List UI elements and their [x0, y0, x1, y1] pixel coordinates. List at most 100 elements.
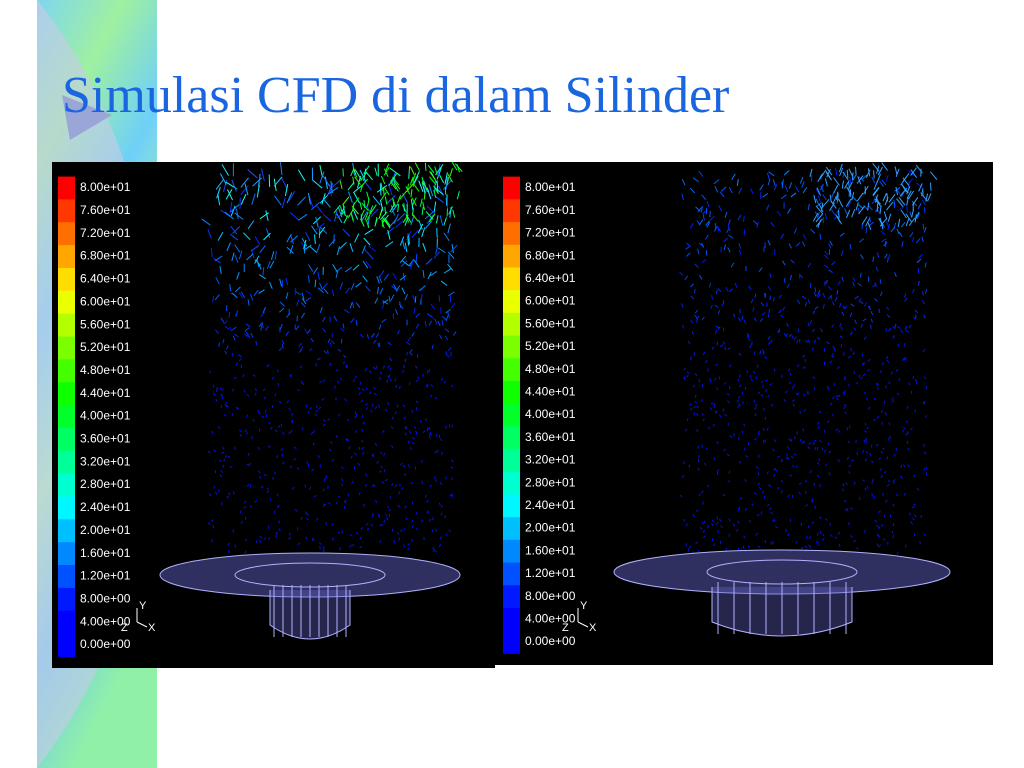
velocity-vector — [737, 508, 741, 512]
velocity-vector — [422, 430, 426, 434]
velocity-vector — [885, 499, 888, 503]
velocity-vector — [219, 173, 227, 185]
velocity-vector — [896, 392, 900, 396]
velocity-vector — [786, 446, 790, 450]
velocity-vector — [849, 535, 853, 538]
velocity-vector — [793, 336, 797, 341]
velocity-vector — [801, 181, 805, 188]
velocity-vector — [813, 339, 817, 344]
velocity-vector — [447, 312, 451, 318]
velocity-vector — [450, 244, 458, 253]
velocity-vector — [269, 281, 273, 289]
velocity-vector — [313, 494, 317, 498]
velocity-vector — [418, 285, 425, 292]
inlet-vector — [444, 186, 447, 195]
inlet-vector — [876, 173, 881, 183]
inlet-vector — [930, 182, 932, 191]
velocity-vector — [389, 218, 397, 228]
velocity-vector — [221, 388, 224, 392]
velocity-vector — [846, 427, 849, 431]
legend-swatch — [503, 312, 520, 337]
velocity-vector — [712, 423, 715, 427]
velocity-vector — [274, 393, 277, 397]
inlet-vector — [897, 218, 901, 228]
velocity-vector — [359, 169, 367, 182]
velocity-vector — [424, 220, 433, 229]
inlet-vector — [370, 204, 377, 213]
inlet-vector — [846, 186, 852, 196]
velocity-vector — [420, 519, 424, 523]
velocity-vector — [728, 234, 734, 239]
velocity-vector — [681, 193, 684, 201]
velocity-vector — [313, 429, 316, 434]
velocity-vector — [787, 494, 791, 498]
velocity-vector — [395, 220, 404, 229]
velocity-vector — [884, 253, 888, 259]
velocity-vector — [924, 288, 928, 294]
velocity-vector — [836, 366, 840, 370]
velocity-vector — [727, 400, 730, 404]
velocity-vector — [850, 331, 853, 336]
velocity-vector — [796, 364, 800, 368]
velocity-vector — [315, 216, 319, 228]
velocity-vector — [407, 337, 411, 342]
velocity-vector — [892, 325, 896, 330]
velocity-vector — [900, 221, 906, 228]
velocity-vector — [267, 445, 271, 448]
velocity-vector — [832, 345, 836, 350]
velocity-vector — [216, 386, 219, 390]
velocity-vector — [400, 260, 408, 267]
velocity-vector — [802, 234, 807, 240]
velocity-vector — [757, 545, 760, 549]
velocity-vector — [699, 526, 703, 530]
velocity-vector — [844, 411, 847, 415]
velocity-vector — [854, 295, 859, 300]
velocity-vector — [311, 225, 318, 235]
velocity-vector — [879, 180, 885, 188]
inlet-vector — [879, 205, 882, 214]
velocity-vector — [298, 349, 303, 353]
velocity-vector — [388, 509, 392, 512]
velocity-vector — [431, 517, 434, 521]
legend-label: 7.60e+01 — [80, 203, 131, 217]
velocity-vector — [339, 241, 347, 250]
legend-swatch — [503, 267, 520, 291]
velocity-vector — [386, 227, 395, 235]
velocity-vector — [891, 397, 895, 401]
velocity-vector — [364, 403, 368, 406]
velocity-vector — [328, 501, 331, 505]
velocity-vector — [728, 470, 731, 474]
velocity-vector — [883, 470, 887, 474]
velocity-vector — [750, 188, 754, 195]
velocity-vector — [219, 387, 222, 391]
velocity-vector — [916, 238, 921, 244]
velocity-vector — [229, 326, 233, 332]
velocity-vector — [328, 362, 332, 367]
velocity-vector — [843, 377, 846, 381]
legend-swatch — [58, 565, 75, 589]
velocity-vector — [284, 184, 289, 197]
velocity-vector — [365, 387, 368, 391]
legend-label: 4.00e+00 — [80, 614, 131, 628]
velocity-vector — [282, 431, 285, 435]
velocity-vector — [696, 405, 700, 409]
velocity-vector — [404, 472, 406, 477]
velocity-vector — [720, 186, 727, 192]
velocity-vector — [874, 519, 878, 523]
velocity-vector — [229, 233, 239, 241]
inlet-vector — [906, 190, 912, 199]
velocity-vector — [791, 335, 794, 340]
velocity-vector — [911, 200, 917, 207]
inlet-vector — [413, 175, 419, 185]
velocity-vector — [913, 533, 916, 537]
velocity-vector — [345, 365, 348, 369]
velocity-vector — [407, 547, 410, 551]
velocity-vector — [354, 452, 357, 456]
velocity-vector — [219, 474, 223, 478]
legend-label: 1.20e+01 — [525, 566, 576, 580]
inlet-vector — [844, 180, 850, 189]
legend-label: 1.60e+01 — [525, 543, 576, 557]
velocity-vector — [296, 467, 300, 470]
velocity-vector — [262, 388, 266, 391]
velocity-vector — [259, 535, 263, 539]
